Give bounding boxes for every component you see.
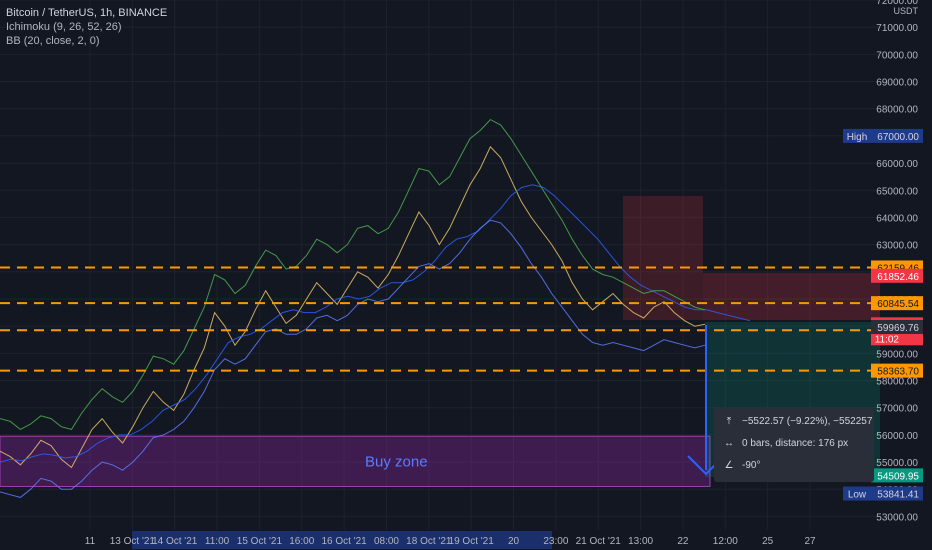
time-range-highlight: [132, 531, 552, 549]
level-price-tag-2[interactable]: 60845.54: [877, 299, 919, 310]
time-tick-label: 15 Oct '21: [237, 536, 283, 547]
time-tick-label: 20: [508, 536, 520, 547]
price-tick-label: 57000.00: [876, 404, 918, 415]
time-tick-label: 22: [677, 536, 689, 547]
level-price-tag-2-bg: [871, 296, 923, 311]
high-label: High: [847, 132, 868, 143]
measure-price-row: ⤒ −5522.57 (−9.22%), −552257: [722, 416, 873, 427]
measure-price-text: −5522.57 (−9.22%), −552257: [742, 416, 873, 427]
horizontal-levels[interactable]: [0, 266, 880, 372]
indicator-ichimoku[interactable]: Ichimoku (9, 26, 52, 26): [6, 21, 122, 33]
series-line-1: [0, 145, 706, 469]
high-label-bg: [843, 128, 871, 143]
measure-price-tag-bg: [871, 468, 923, 483]
time-tick-label: 11:00: [205, 536, 230, 547]
time-tick-label: 27: [804, 536, 816, 547]
cloud-price-tag-bg: [871, 268, 923, 283]
currency-label: USDT: [894, 6, 919, 16]
price-tick-label: 71000.00: [876, 23, 918, 34]
time-tick-label: 11: [85, 536, 96, 547]
price-tick-label: 63000.00: [876, 241, 918, 252]
ichimoku-cloud-red: [623, 196, 703, 320]
indicator-series: [0, 118, 751, 498]
time-tick-label: 23:00: [543, 536, 568, 547]
cloud-price-tag[interactable]: 61852.46: [877, 272, 919, 283]
time-tick-label: 25: [762, 536, 774, 547]
measure-price-tag[interactable]: 54509.95: [877, 471, 919, 482]
time-tick-label: 13 Oct '21: [110, 536, 156, 547]
time-tick-label: 14 Oct '21: [152, 536, 198, 547]
price-tick-label: 66000.00: [876, 159, 918, 170]
price-tick-label: 53000.00: [876, 512, 918, 523]
series-line-2: [0, 184, 751, 463]
countdown-label: 11:02: [875, 334, 900, 345]
time-tick-label: 13:00: [628, 536, 653, 547]
level-price-tag-4[interactable]: 58363.70: [877, 367, 919, 378]
high-value: 67000.00: [877, 132, 919, 143]
chart-legend: Bitcoin / TetherUS, 1h, BINANCE Ichimoku…: [6, 6, 167, 48]
bb-price-tag[interactable]: 59969.76: [877, 323, 919, 334]
price-tick-label: 65000.00: [876, 186, 918, 197]
time-tick-label: 08:00: [374, 536, 399, 547]
low-label: Low: [848, 490, 867, 501]
price-tick-label: 59000.00: [876, 349, 918, 360]
price-scale[interactable]: 53000.0054000.0055000.0056000.0057000.00…: [843, 0, 932, 530]
level-price-tag-4-bg: [871, 363, 923, 378]
measure-bars-text: 0 bars, distance: 176 px: [742, 438, 849, 449]
price-tick-label: 68000.00: [876, 105, 918, 116]
high-value-bg: [871, 128, 923, 143]
price-tick-label: 64000.00: [876, 213, 918, 224]
series-line-3: [0, 118, 706, 430]
measure-bars-row: ↔ 0 bars, distance: 176 px: [722, 438, 848, 449]
time-tick-label: 21 Oct '21: [576, 536, 622, 547]
angle-icon: ∠: [724, 460, 734, 471]
time-tick-label: 16 Oct '21: [321, 536, 367, 547]
indicator-bollinger[interactable]: BB (20, close, 2, 0): [6, 35, 100, 47]
low-value-bg: [871, 486, 923, 501]
time-tick-label: 19 Oct '21: [449, 536, 495, 547]
buy-zone: [0, 435, 711, 488]
ichimoku-cloud-red-future: [703, 273, 880, 320]
price-tick-label: 69000.00: [876, 78, 918, 89]
time-tick-label: 12:00: [713, 536, 738, 547]
price-tick-label: 72000.00: [876, 0, 918, 7]
low-value: 53841.41: [877, 490, 919, 501]
price-tick-label: 56000.00: [876, 431, 918, 442]
series-line-4: [0, 219, 706, 498]
price-range-icon: ⤒: [726, 416, 732, 427]
symbol-title[interactable]: Bitcoin / TetherUS, 1h, BINANCE: [6, 7, 168, 19]
countdown-bg: [871, 331, 923, 346]
measure-angle-row: ∠ -90°: [722, 460, 761, 471]
measure-tooltip: ⤒ −5522.57 (−9.22%), −552257 ↔ 0 bars, d…: [714, 408, 874, 482]
price-tick-label: 55000.00: [876, 458, 918, 469]
buy-zone-label: Buy zone: [365, 453, 428, 470]
time-tick-label: 16:00: [289, 536, 314, 547]
price-tick-label: 58000.00: [876, 377, 918, 388]
time-tick-label: 18 Oct '21: [406, 536, 452, 547]
low-label-bg: [843, 486, 871, 501]
measure-angle-text: -90°: [742, 460, 761, 471]
bars-range-icon: ↔: [724, 438, 734, 449]
price-tick-label: 70000.00: [876, 50, 918, 61]
bb-price-tag-bg: [871, 319, 923, 334]
